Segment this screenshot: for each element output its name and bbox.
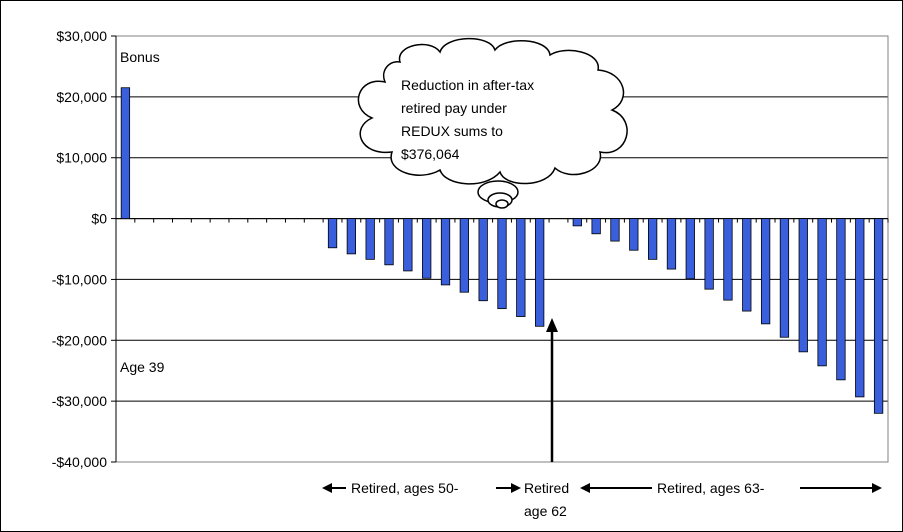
retired-63-range: Retired, ages 63-: [580, 480, 882, 496]
y-tick-label: $30,000: [56, 28, 107, 44]
y-tick-label: -$30,000: [52, 393, 107, 409]
age-39-label: Age 39: [120, 359, 165, 375]
bar: [704, 218, 714, 290]
bar: [516, 218, 526, 317]
bar: [327, 218, 338, 249]
bonus-label: Bonus: [120, 49, 160, 65]
retired-50-label: Retired, ages 50-: [351, 480, 459, 496]
bar: [535, 218, 545, 327]
cloud-bubble-small: [495, 199, 509, 209]
callout-line-2: retired pay under: [401, 100, 507, 116]
bar: [779, 218, 790, 338]
bar: [422, 218, 432, 279]
retired-62-label-line2: age 62: [524, 503, 567, 519]
y-tick-label: -$20,000: [52, 332, 107, 348]
bar: [591, 218, 601, 235]
bar: [440, 218, 451, 286]
y-tick-label: -$10,000: [52, 271, 107, 287]
bar: [855, 218, 865, 398]
retired-63-label: Retired, ages 63-: [657, 480, 765, 496]
bar: [760, 218, 771, 325]
bar: [798, 218, 808, 353]
bar: [403, 218, 413, 272]
bar: [873, 218, 884, 414]
bar: [629, 218, 639, 251]
y-tick-label: $20,000: [56, 89, 107, 105]
y-tick-label: $0: [91, 211, 107, 227]
retired-50-range: Retired, ages 50-: [322, 480, 521, 496]
callout-cloud: Reduction in after-tax retired pay under…: [357, 37, 628, 209]
retired-62-label-line1: Retired: [524, 480, 569, 496]
cloud-shape: [357, 37, 628, 185]
bar: [836, 218, 846, 381]
bar: [723, 218, 733, 301]
bar: [459, 218, 469, 293]
bars: [120, 87, 884, 414]
bar: [384, 218, 394, 266]
bar: [478, 218, 488, 302]
bar: [365, 218, 375, 260]
bar: [497, 218, 507, 310]
bar: [120, 87, 131, 219]
age-62-arrow: [546, 318, 558, 462]
y-tick-label: $10,000: [56, 150, 107, 166]
bar: [572, 218, 582, 227]
bar: [685, 218, 695, 280]
bar: [742, 218, 752, 312]
callout-line-3: REDUX sums to: [401, 123, 503, 139]
bar: [647, 218, 658, 260]
bar: [610, 218, 620, 242]
y-tick-label: -$40,000: [52, 454, 107, 470]
callout-line-4: $376,064: [401, 146, 460, 162]
bar: [817, 218, 827, 367]
bar: [346, 218, 357, 255]
y-tick-labels: $30,000 $20,000 $10,000 $0 -$10,000 -$20,000 -…: [52, 28, 107, 470]
bar: [666, 218, 677, 270]
callout-line-1: Reduction in after-tax: [401, 77, 534, 93]
